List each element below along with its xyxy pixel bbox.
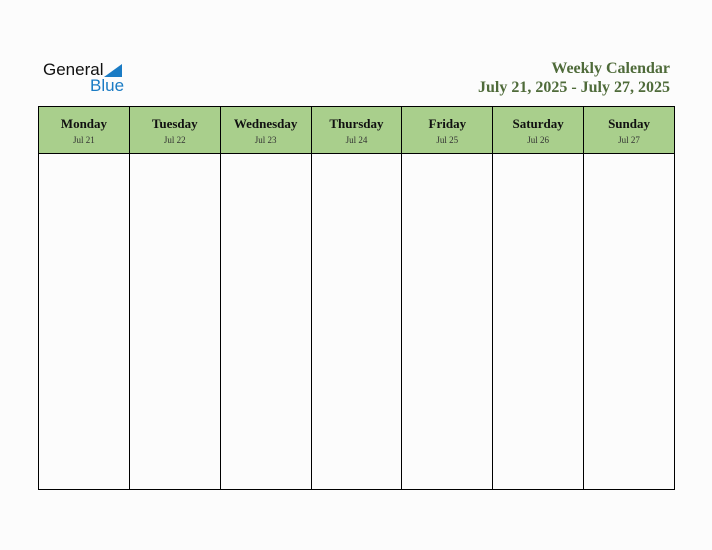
logo-text-blue: Blue xyxy=(90,76,125,95)
day-name: Tuesday xyxy=(151,115,198,131)
day-header-sunday: Sunday Jul 27 xyxy=(583,106,675,154)
day-cell-tuesday[interactable] xyxy=(128,153,221,490)
day-date: Jul 23 xyxy=(254,134,277,145)
day-header-friday: Friday Jul 25 xyxy=(401,106,494,154)
day-name: Saturday xyxy=(512,115,564,131)
logo-triangle-icon xyxy=(104,64,122,77)
day-cell-saturday[interactable] xyxy=(492,153,585,490)
day-cell-wednesday[interactable] xyxy=(219,153,312,490)
day-header-row: Monday Jul 21 Tuesday Jul 22 Wednesday Jul 23… xyxy=(38,106,675,154)
page-title: Weekly Calendar xyxy=(551,60,670,77)
day-name: Monday xyxy=(60,115,108,131)
day-date: Jul 24 xyxy=(345,134,368,145)
day-name: Friday xyxy=(428,115,467,131)
day-date: Jul 22 xyxy=(163,134,186,145)
generalblue-logo: General Blue xyxy=(43,60,133,96)
day-date: Jul 26 xyxy=(527,134,550,145)
day-name: Wednesday xyxy=(233,115,298,131)
date-range: July 21, 2025 - July 27, 2025 xyxy=(477,79,670,96)
day-date: Jul 21 xyxy=(73,134,95,145)
weekly-calendar-grid: Monday Jul 21 Tuesday Jul 22 Wednesday Jul 23… xyxy=(38,106,675,490)
day-name: Sunday xyxy=(608,115,650,131)
day-date: Jul 27 xyxy=(618,134,640,145)
day-header-tuesday: Tuesday Jul 22 xyxy=(128,106,221,154)
day-cell-sunday[interactable] xyxy=(583,153,675,490)
day-header-thursday: Thursday Jul 24 xyxy=(310,106,403,154)
day-header-saturday: Saturday Jul 26 xyxy=(492,106,585,154)
day-date: Jul 25 xyxy=(436,134,459,145)
day-body-row xyxy=(38,153,675,490)
day-cell-thursday[interactable] xyxy=(310,153,403,490)
day-name: Thursday xyxy=(329,115,384,131)
day-cell-monday[interactable] xyxy=(38,153,130,490)
calendar-title: Weekly Calendar July 21, 2025 - July 27,… xyxy=(478,59,670,97)
day-cell-friday[interactable] xyxy=(401,153,494,490)
day-header-monday: Monday Jul 21 xyxy=(38,106,130,154)
logo-text-general: General xyxy=(43,60,104,79)
day-header-wednesday: Wednesday Jul 23 xyxy=(219,106,312,154)
